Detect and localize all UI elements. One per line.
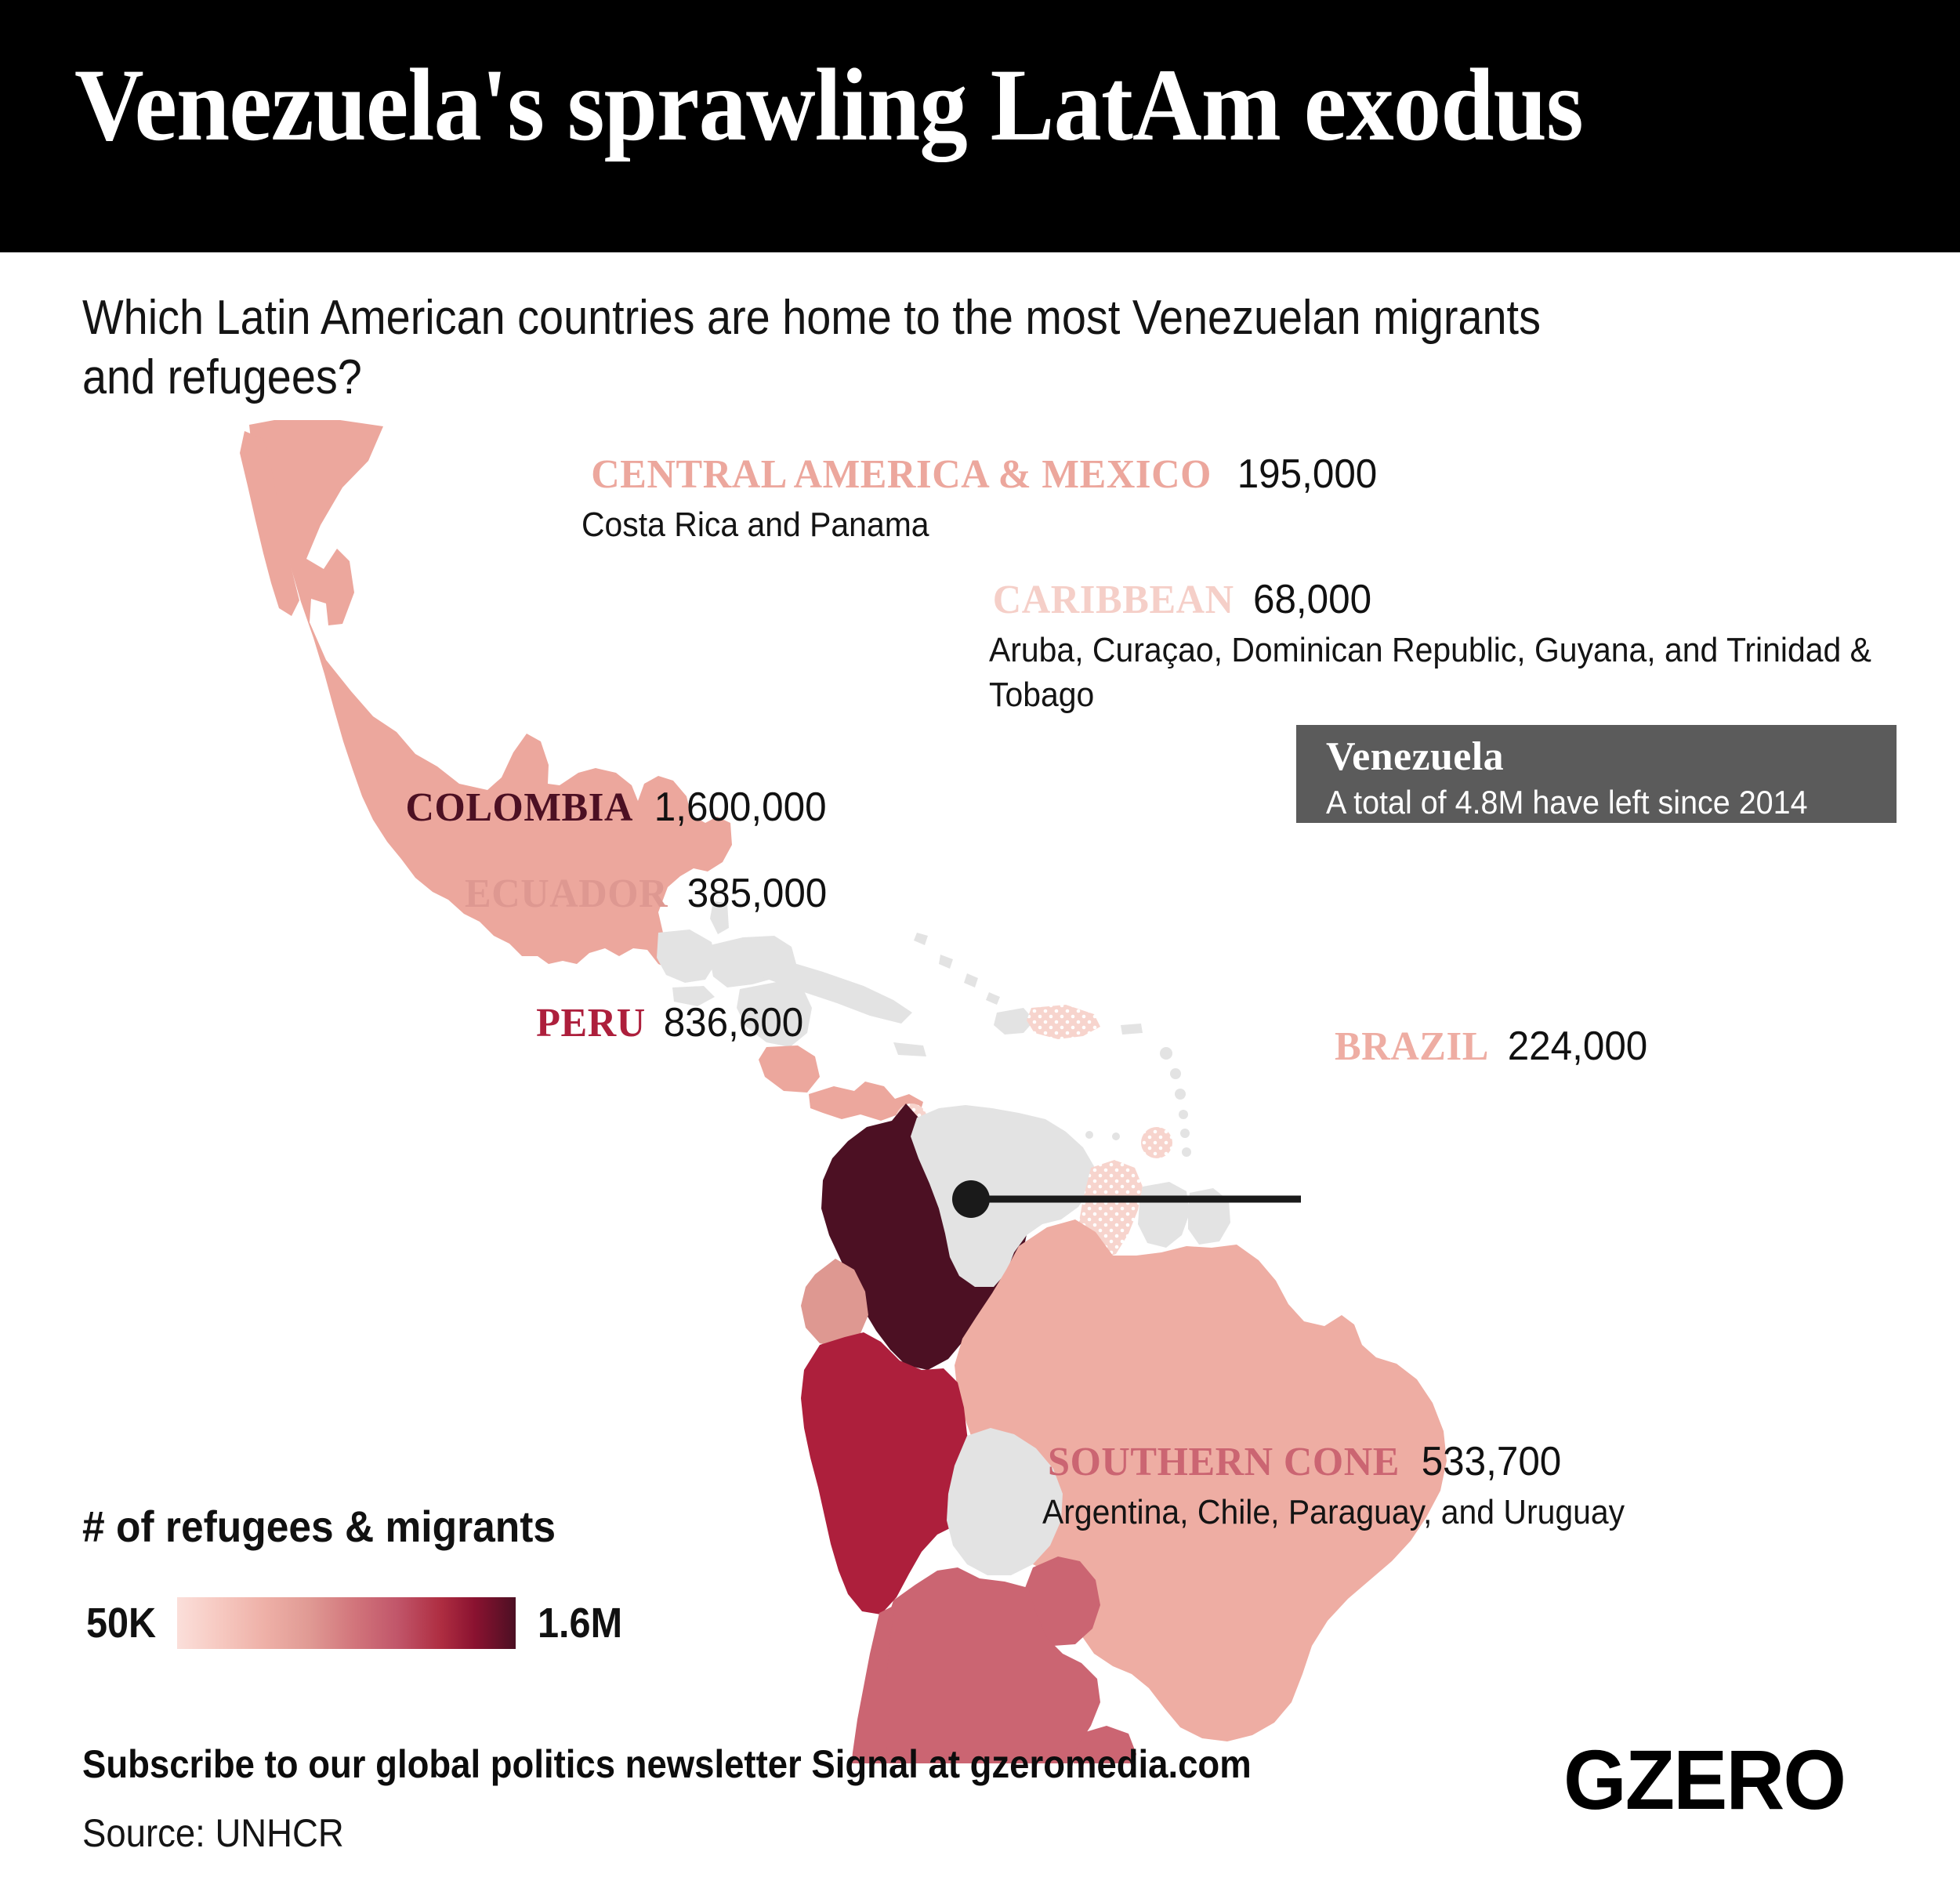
country-argentina [881, 1567, 1100, 1763]
region-detail-southern-cone: Argentina, Chile, Paraguay, and Uruguay [1042, 1493, 1625, 1531]
country-nicaragua [737, 981, 812, 1047]
region-detail-caribbean: Aruba, Curaçao, Dominican Republic, Guya… [989, 631, 1871, 715]
annotation-brazil: BRAZIL 224,000 [1332, 1023, 1651, 1070]
annotation-ecuador: ECUADOR 385,000 [360, 870, 831, 917]
venezuela-callout-note: A total of 4.8M have left since 2014 [1326, 783, 1808, 821]
region-label-ecuador: ECUADOR [464, 872, 668, 916]
legend: # of refugees & migrants 50K 1.6M [82, 1501, 627, 1649]
annotation-peru: PERU 836,600 [360, 999, 807, 1046]
region-value-ecuador: 385,000 [687, 871, 828, 916]
island-jamaica [893, 1042, 926, 1056]
legend-title: # of refugees & migrants [82, 1502, 556, 1551]
footer-subscribe-text: Subscribe to our global politics newslet… [82, 1742, 1252, 1786]
region-label-colombia: COLOMBIA [405, 785, 634, 830]
region-value-southern-cone: 533,700 [1421, 1439, 1562, 1484]
region-value-central-america-mexico: 195,000 [1237, 451, 1378, 497]
region-label-caribbean: CARIBBEAN [992, 578, 1234, 622]
country-guatemala [657, 930, 716, 983]
island-haiti [994, 1008, 1034, 1035]
country-ecuador [801, 1259, 868, 1348]
annotation-caribbean: CARIBBEAN 68,000 Aruba, Curaçao, Dominica… [989, 576, 1960, 717]
island-bahamas [914, 933, 1000, 1005]
country-costarica [759, 1045, 820, 1093]
venezuela-leader-line [952, 1180, 1301, 1218]
region-label-brazil: BRAZIL [1335, 1024, 1489, 1069]
island-cuba [713, 950, 912, 1024]
region-value-colombia: 1,600,000 [654, 785, 827, 830]
country-mexico [249, 420, 732, 972]
latin-america-choropleth [240, 420, 1447, 1763]
island-dominican-republic [1027, 1005, 1100, 1039]
region-value-brazil: 224,000 [1507, 1024, 1648, 1069]
venezuela-callout-box: Venezuela A total of 4.8M have left sinc… [1296, 725, 1897, 823]
annotation-southern-cone: SOUTHERN CONE 533,700 Argentina, Chile, P… [1042, 1438, 1668, 1535]
region-label-southern-cone: SOUTHERN CONE [1047, 1440, 1400, 1484]
annotation-colombia: COLOMBIA 1,600,000 [360, 784, 831, 831]
header-bar [0, 0, 1960, 252]
gzero-logo: GZERO [1563, 1732, 1846, 1827]
country-panama [809, 1082, 923, 1121]
country-elsalvador [672, 986, 715, 1006]
island-lesser-antilles [1160, 1047, 1191, 1157]
country-mexico-baja [240, 431, 299, 616]
country-chile [851, 1605, 895, 1763]
legend-scale-row: 50K 1.6M [82, 1597, 627, 1649]
country-belize [710, 901, 729, 934]
footer-source-text: Source: UNHCR [82, 1811, 344, 1855]
country-colombia [821, 1103, 1028, 1370]
region-label-central-america-mexico: CENTRAL AMERICA & MEXICO [591, 452, 1212, 497]
annotation-central-america-mexico: CENTRAL AMERICA & MEXICO 195,000 Costa Ri… [581, 451, 1381, 547]
venezuela-callout-title: Venezuela [1326, 734, 1504, 779]
country-paraguay [1025, 1556, 1100, 1646]
country-peru [801, 1332, 978, 1614]
region-detail-central-america-mexico: Costa Rica and Panama [581, 506, 929, 544]
island-puerto-rico [1121, 1024, 1143, 1035]
legend-min-label: 50K [85, 1600, 157, 1647]
country-uruguay [1072, 1726, 1136, 1763]
country-bolivia [947, 1428, 1063, 1575]
region-label-peru: PERU [536, 1001, 646, 1045]
legend-max-label: 1.6M [538, 1600, 623, 1647]
legend-gradient-bar [177, 1597, 516, 1649]
country-suriname [1138, 1182, 1190, 1248]
region-value-peru: 836,600 [663, 1000, 804, 1045]
region-value-caribbean: 68,000 [1253, 577, 1372, 622]
subtitle: Which Latin American countries are home … [82, 291, 1541, 404]
page-title: Venezuela's sprawling LatAm exodus [74, 47, 1584, 162]
island-trinidad-tobago [1141, 1127, 1172, 1158]
map-container [0, 415, 1960, 1763]
